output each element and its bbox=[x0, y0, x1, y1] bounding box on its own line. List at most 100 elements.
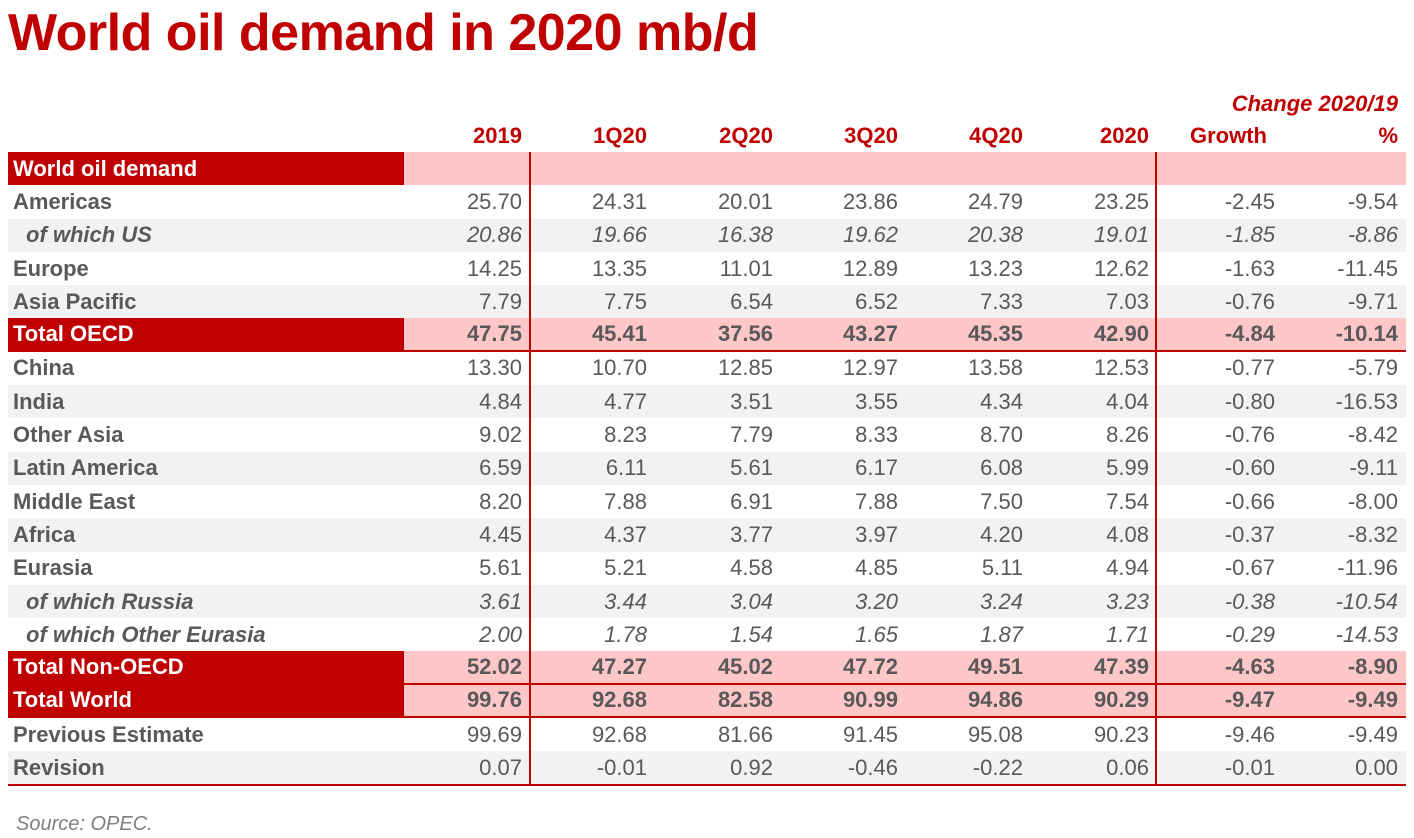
row-label: Total World bbox=[8, 684, 404, 717]
table-cell: 4.94 bbox=[1106, 555, 1149, 581]
table-row: Europe 14.25 13.35 11.01 12.89 13.23 12.62 -1.6… bbox=[8, 252, 1406, 285]
table-cell: 47.39 bbox=[1093, 654, 1149, 680]
table-cell: 7.03 bbox=[1106, 288, 1149, 314]
table-cell: 43.27 bbox=[842, 321, 898, 347]
column-header: 3Q20 bbox=[844, 123, 898, 148]
table-cell: 1.65 bbox=[855, 621, 898, 647]
table-row: Other Asia 9.02 8.23 7.79 8.33 8.70 8.26 -0.76 -… bbox=[8, 418, 1406, 451]
table-cell: 95.08 bbox=[967, 721, 1023, 747]
table-cell: 6.08 bbox=[980, 455, 1023, 481]
table-cell: 6.54 bbox=[730, 288, 773, 314]
table-cell: -9.71 bbox=[1347, 288, 1398, 314]
table-cell: 19.01 bbox=[1093, 222, 1149, 248]
column-header: 2019 bbox=[473, 123, 522, 148]
total-row: Total OECD 47.75 45.41 37.56 43.27 45.35 42.90… bbox=[8, 318, 1406, 352]
row-label: Total OECD bbox=[8, 318, 404, 350]
table-row: of which Other Eurasia 2.00 1.78 1.54 1.65 1.… bbox=[8, 618, 1406, 651]
table-cell: 45.41 bbox=[591, 321, 647, 347]
table-cell: 3.44 bbox=[604, 588, 647, 614]
table-cell: 4.58 bbox=[730, 555, 773, 581]
table-cell: 2.00 bbox=[479, 621, 522, 647]
table-cell: 5.61 bbox=[730, 455, 773, 481]
table-cell: -11.45 bbox=[1337, 255, 1398, 281]
table-cell: -9.46 bbox=[1224, 721, 1275, 747]
table-cell: 0.00 bbox=[1355, 754, 1398, 780]
table-cell: 7.88 bbox=[855, 488, 898, 514]
table-row: of which Russia 3.61 3.44 3.04 3.20 3.24 3.23 -… bbox=[8, 584, 1406, 619]
table-row: of which US 20.86 19.66 16.38 19.62 20.38 19.0… bbox=[8, 218, 1406, 252]
row-label: Previous Estimate bbox=[13, 721, 204, 747]
table-cell: -9.49 bbox=[1347, 687, 1398, 713]
table-cell: -5.79 bbox=[1347, 355, 1398, 381]
table-row: Africa 4.45 4.37 3.77 3.97 4.20 4.08 -0.37 -8.32 bbox=[8, 518, 1406, 552]
table-cell: -0.80 bbox=[1224, 388, 1275, 414]
table-cell: 6.17 bbox=[855, 455, 898, 481]
row-label: Revision bbox=[13, 754, 105, 780]
table-row: Revision 0.07 -0.01 0.92 -0.46 -0.22 0.06 -0.01… bbox=[8, 751, 1406, 785]
table-cell: 7.75 bbox=[604, 288, 647, 314]
table-cell: -10.14 bbox=[1335, 321, 1398, 347]
table-cell: -8.90 bbox=[1347, 654, 1398, 680]
table-cell: 3.61 bbox=[479, 588, 522, 614]
column-divider bbox=[529, 152, 531, 785]
table-cell: -0.22 bbox=[972, 754, 1023, 780]
table-cell: 4.20 bbox=[980, 521, 1023, 547]
table-cell: 7.79 bbox=[479, 288, 522, 314]
total-row: Total Non-OECD 52.02 47.27 45.02 47.72 49.51 4… bbox=[8, 651, 1406, 685]
table-cell: 5.61 bbox=[479, 555, 522, 581]
table-cell: 13.35 bbox=[591, 255, 647, 281]
column-header: 1Q20 bbox=[593, 123, 647, 148]
table-cell: 3.04 bbox=[730, 588, 773, 614]
table-cell: -9.49 bbox=[1347, 721, 1398, 747]
table-cell: 16.38 bbox=[717, 222, 773, 248]
row-label: Europe bbox=[13, 255, 89, 281]
table-cell: 94.86 bbox=[967, 687, 1023, 713]
row-label: Other Asia bbox=[13, 422, 124, 448]
table-cell: 7.33 bbox=[980, 288, 1023, 314]
table-cell: 45.02 bbox=[717, 654, 773, 680]
table-row: Eurasia 5.61 5.21 4.58 4.85 5.11 4.94 -0.67 -11.… bbox=[8, 552, 1406, 585]
table-cell: 49.51 bbox=[967, 654, 1023, 680]
row-label: China bbox=[13, 355, 75, 381]
table-row: Previous Estimate 99.69 92.68 81.66 91.45 95.… bbox=[8, 718, 1406, 751]
source-note: Source: OPEC. bbox=[16, 813, 153, 835]
table-cell: 12.53 bbox=[1093, 355, 1149, 381]
row-label: Africa bbox=[13, 521, 76, 547]
table-cell: -0.46 bbox=[847, 754, 898, 780]
table-cell: 8.26 bbox=[1106, 422, 1149, 448]
change-header: Change 2020/19 bbox=[1231, 91, 1398, 116]
table-cell: -0.29 bbox=[1224, 621, 1275, 647]
table-cell: 0.92 bbox=[730, 754, 773, 780]
row-label: of which Russia bbox=[26, 588, 194, 614]
table-cell: 7.88 bbox=[604, 488, 647, 514]
section-header-label: World oil demand bbox=[8, 152, 404, 186]
section-header-row: World oil demand bbox=[8, 152, 1406, 186]
table-cell: 4.84 bbox=[479, 388, 522, 414]
table-cell: 24.79 bbox=[967, 188, 1023, 214]
table-cell: -9.11 bbox=[1349, 455, 1398, 481]
table-cell: 6.52 bbox=[855, 288, 898, 314]
table-cell: 3.20 bbox=[855, 588, 898, 614]
table-cell: -8.42 bbox=[1347, 422, 1398, 448]
table-cell: 25.70 bbox=[466, 188, 522, 214]
table-cell: 1.54 bbox=[730, 621, 773, 647]
table-cell: -14.53 bbox=[1335, 621, 1398, 647]
table-cell: 52.02 bbox=[466, 654, 522, 680]
table-cell: 19.62 bbox=[842, 222, 898, 248]
table-cell: -0.01 bbox=[596, 754, 647, 780]
table-cell: 4.08 bbox=[1106, 521, 1149, 547]
table-cell: 91.45 bbox=[842, 721, 898, 747]
table-bottom-rule bbox=[8, 783, 1406, 786]
table-row: Latin America 6.59 6.11 5.61 6.17 6.08 5.99 -0.… bbox=[8, 451, 1406, 485]
table-cell: -1.63 bbox=[1224, 255, 1275, 281]
total-row: Total World 99.76 92.68 82.58 90.99 94.86 90.2… bbox=[8, 684, 1406, 719]
table-cell: -0.76 bbox=[1224, 288, 1275, 314]
table-cell: 9.02 bbox=[479, 422, 522, 448]
table-cell: 1.87 bbox=[980, 621, 1023, 647]
table-cell: 23.25 bbox=[1093, 188, 1149, 214]
table-cell: -0.67 bbox=[1224, 555, 1275, 581]
table-cell: 1.78 bbox=[604, 621, 647, 647]
column-divider bbox=[1155, 152, 1157, 785]
table-cell: 3.24 bbox=[980, 588, 1023, 614]
table-cell: 6.91 bbox=[730, 488, 773, 514]
